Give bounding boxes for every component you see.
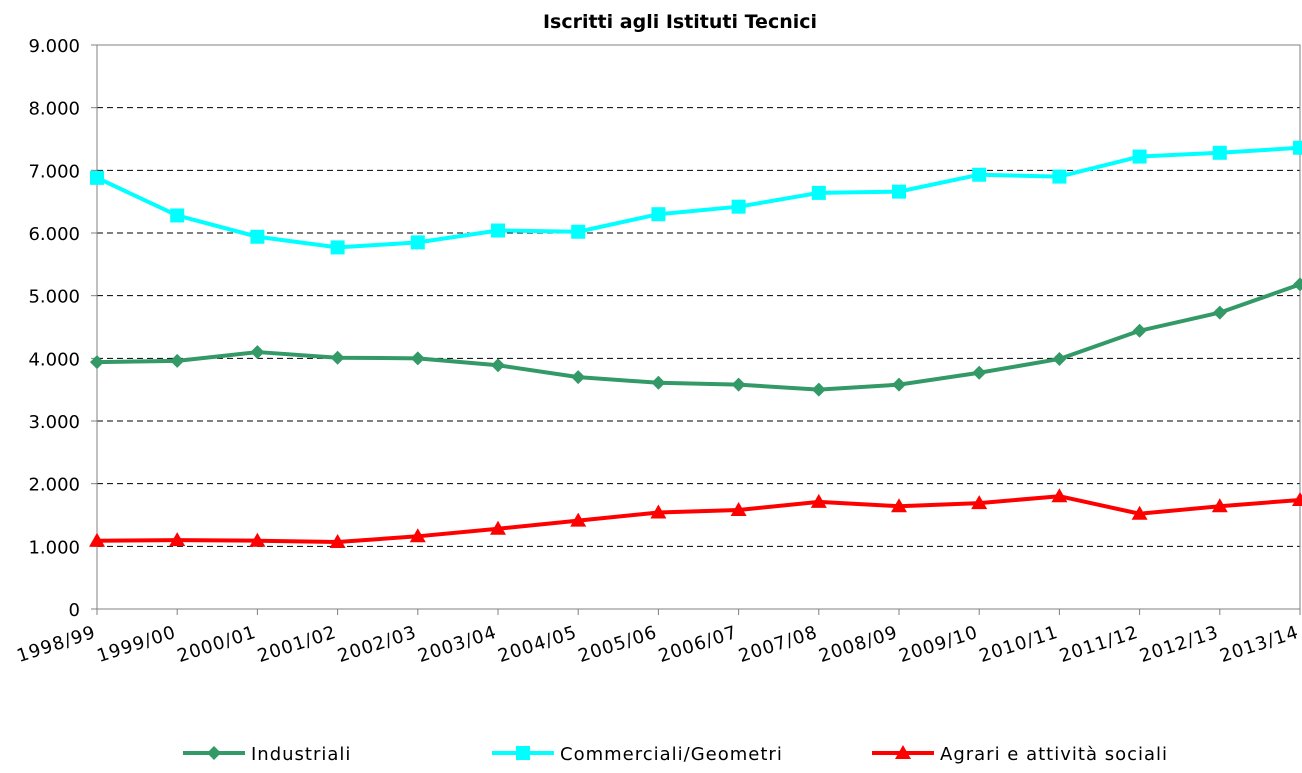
x-tick-label: 2009/10 bbox=[896, 622, 980, 667]
series-line bbox=[96, 282, 1301, 392]
marker bbox=[571, 224, 586, 239]
marker bbox=[170, 353, 185, 368]
marker bbox=[1052, 169, 1067, 184]
y-tick-label: 0 bbox=[69, 600, 80, 621]
marker bbox=[895, 745, 911, 759]
marker bbox=[1211, 498, 1228, 513]
y-tick-label: 5.000 bbox=[28, 287, 80, 308]
legend-label: Commerciali/Geometri bbox=[560, 744, 783, 765]
marker bbox=[1132, 149, 1147, 164]
marker bbox=[491, 358, 505, 373]
x-tick-label: 2000/01 bbox=[175, 622, 259, 667]
y-tick-label: 9.000 bbox=[28, 36, 80, 57]
marker bbox=[250, 345, 265, 360]
marker bbox=[1212, 145, 1227, 160]
x-tick-label: 2011/12 bbox=[1057, 622, 1141, 667]
marker bbox=[409, 528, 426, 543]
marker bbox=[1131, 505, 1148, 520]
y-tick-label: 4.000 bbox=[28, 349, 80, 370]
legend-marker bbox=[895, 745, 911, 759]
x-tick-label: 2012/13 bbox=[1137, 622, 1221, 667]
marker bbox=[810, 493, 827, 508]
marker bbox=[570, 512, 587, 527]
marker bbox=[89, 532, 105, 547]
y-tick-label: 7.000 bbox=[28, 161, 80, 182]
y-tick-label: 1.000 bbox=[28, 537, 80, 558]
x-tick-label: 2006/07 bbox=[656, 622, 740, 667]
plot-frame bbox=[96, 44, 1301, 610]
marker bbox=[169, 532, 186, 547]
x-tick-label: 1999/00 bbox=[94, 622, 178, 667]
marker bbox=[731, 199, 746, 214]
marker bbox=[249, 532, 266, 547]
legend-marker bbox=[207, 746, 221, 760]
marker bbox=[892, 377, 906, 392]
marker bbox=[891, 498, 907, 513]
x-tick-label: 2002/03 bbox=[335, 622, 419, 667]
x-tick-label: 2013/14 bbox=[1217, 622, 1301, 667]
marker bbox=[892, 184, 906, 199]
marker bbox=[250, 229, 265, 244]
marker bbox=[170, 208, 185, 223]
marker bbox=[1212, 305, 1227, 320]
x-tick-label: 2010/11 bbox=[977, 622, 1061, 667]
marker bbox=[330, 350, 345, 365]
series-line bbox=[96, 145, 1301, 250]
marker bbox=[730, 501, 747, 516]
marker bbox=[490, 520, 506, 535]
marker bbox=[90, 170, 104, 185]
marker bbox=[207, 746, 221, 760]
marker bbox=[516, 746, 530, 760]
marker bbox=[651, 207, 666, 222]
x-tick-label: 2008/09 bbox=[816, 622, 900, 667]
x-tick-label: 2005/06 bbox=[576, 622, 660, 667]
legend-label: Industriali bbox=[251, 744, 351, 765]
marker bbox=[1293, 277, 1302, 292]
marker bbox=[1132, 323, 1147, 338]
marker bbox=[971, 495, 988, 510]
marker bbox=[410, 351, 425, 366]
y-tick-label: 3.000 bbox=[28, 412, 80, 433]
marker bbox=[329, 533, 346, 548]
marker bbox=[90, 355, 104, 370]
marker bbox=[811, 382, 826, 397]
x-tick-label: 2007/08 bbox=[736, 622, 820, 667]
marker bbox=[972, 365, 987, 380]
x-tick-label: 2003/04 bbox=[415, 622, 499, 667]
marker bbox=[1051, 488, 1068, 503]
x-tick-label: 2004/05 bbox=[495, 622, 579, 667]
x-tick-label: 1998/99 bbox=[14, 622, 98, 667]
marker bbox=[1293, 140, 1302, 155]
marker bbox=[651, 375, 666, 390]
legend-label: Agrari e attività sociali bbox=[940, 744, 1168, 765]
chart-title: Iscritti agli Istituti Tecnici bbox=[543, 11, 817, 33]
x-tick-label: 2001/02 bbox=[255, 622, 339, 667]
y-tick-label: 8.000 bbox=[28, 99, 80, 120]
marker bbox=[491, 223, 505, 238]
y-tick-label: 2.000 bbox=[28, 475, 80, 496]
marker bbox=[410, 235, 425, 250]
marker bbox=[731, 377, 746, 392]
series-line bbox=[96, 494, 1301, 544]
marker bbox=[330, 240, 345, 255]
marker bbox=[1052, 351, 1067, 366]
marker bbox=[571, 370, 586, 385]
y-tick-label: 6.000 bbox=[28, 224, 80, 245]
marker bbox=[650, 504, 667, 519]
marker bbox=[972, 167, 987, 182]
marker bbox=[811, 185, 826, 200]
legend-marker bbox=[516, 746, 530, 760]
marker bbox=[1292, 491, 1302, 506]
